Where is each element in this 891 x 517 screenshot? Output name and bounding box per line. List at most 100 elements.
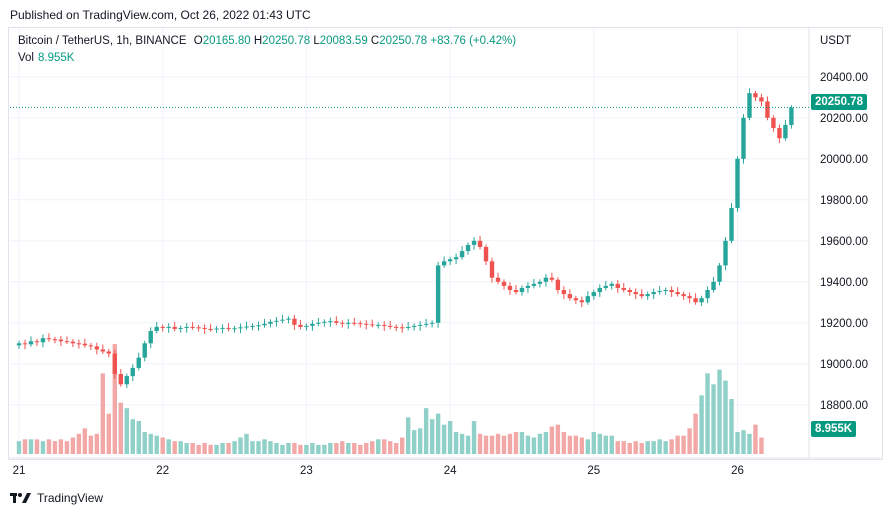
candle-body xyxy=(417,324,423,326)
volume-bar xyxy=(717,369,722,454)
volume-bar xyxy=(358,444,363,454)
volume-bar xyxy=(148,433,153,454)
candle-body xyxy=(555,279,561,290)
candle-body xyxy=(543,277,549,282)
candle-body xyxy=(639,294,644,297)
tradingview-logo-icon xyxy=(10,493,31,503)
volume-bar xyxy=(759,437,764,454)
volume-bar xyxy=(471,421,477,454)
volume-bar xyxy=(585,439,591,454)
volume-bar xyxy=(334,443,339,454)
volume-bar xyxy=(441,424,447,454)
candle-body xyxy=(382,324,387,326)
volume-bar xyxy=(699,395,704,454)
candle-body xyxy=(675,292,680,295)
candle-body xyxy=(208,328,213,330)
candle-body xyxy=(621,287,626,290)
volume-bar xyxy=(687,428,692,454)
candle-body xyxy=(495,277,501,282)
candle-body xyxy=(585,296,591,303)
volume-bar xyxy=(459,433,465,454)
candle-body xyxy=(573,298,579,301)
candle-body xyxy=(70,341,76,344)
volume-bar xyxy=(411,430,417,454)
volume-bar xyxy=(489,435,495,454)
volume-bar xyxy=(370,441,375,454)
volume-bar xyxy=(633,441,638,454)
currency-label: USDT xyxy=(820,35,852,47)
volume-bar xyxy=(274,443,279,454)
published-note: Published on TradingView.com, Oct 26, 20… xyxy=(10,8,311,22)
volume-bar xyxy=(328,443,333,454)
volume-value: 8.955K xyxy=(38,52,75,64)
volume-bar xyxy=(142,432,147,454)
volume-bar xyxy=(118,402,123,454)
volume-bar xyxy=(166,439,171,454)
candle-body xyxy=(52,339,58,341)
candle-body xyxy=(669,290,674,293)
volume-bar xyxy=(495,433,501,454)
candle-body xyxy=(591,292,596,297)
volume-bar xyxy=(543,432,549,454)
volume-bar xyxy=(579,437,585,454)
volume-bar xyxy=(681,435,686,454)
candle-body xyxy=(735,158,740,208)
volume-bar xyxy=(298,444,303,454)
y-tick-label: 19200.00 xyxy=(820,318,868,330)
candle-body xyxy=(352,322,357,324)
candle-body xyxy=(633,292,638,295)
volume-bar xyxy=(190,443,195,454)
volume-key: Vol xyxy=(18,52,34,64)
candle-body xyxy=(741,117,746,159)
candle-body xyxy=(447,259,453,262)
volume-bar xyxy=(208,444,213,454)
candle-body xyxy=(214,328,219,330)
y-tick-label: 19000.00 xyxy=(820,359,868,371)
candle-body xyxy=(370,324,375,326)
volume-bar xyxy=(447,421,453,454)
volume-bar xyxy=(310,443,315,454)
candle-body xyxy=(765,101,770,118)
candle-body xyxy=(58,339,64,342)
volume-bar xyxy=(519,432,525,454)
candle-body xyxy=(64,341,70,343)
volume-bar xyxy=(64,441,70,454)
footer-brand[interactable]: TradingView xyxy=(10,491,103,505)
y-tick-label: 19400.00 xyxy=(820,277,868,289)
y-tick-label: 19600.00 xyxy=(820,236,868,248)
candle-body xyxy=(334,321,339,323)
candle-body xyxy=(627,290,632,293)
candle-body xyxy=(513,290,519,293)
volume-bar xyxy=(525,435,531,454)
x-tick-label: 26 xyxy=(731,465,744,477)
volume-bar xyxy=(573,435,579,454)
candle-body xyxy=(202,327,207,329)
volume-bar xyxy=(483,435,489,454)
candle-body xyxy=(603,285,608,288)
volume-bar xyxy=(723,380,728,454)
volume-bar xyxy=(364,443,369,454)
volume-bar xyxy=(202,443,207,454)
candle-body xyxy=(579,300,585,303)
volume-bar xyxy=(477,433,483,454)
volume-bar xyxy=(537,433,543,454)
candle-body xyxy=(136,357,141,368)
candle-body xyxy=(322,321,327,323)
volume-bar xyxy=(340,441,345,454)
volume-bar xyxy=(280,444,285,454)
volume-bar xyxy=(130,419,135,454)
candle-body xyxy=(507,285,513,290)
volume-bar xyxy=(52,441,58,454)
candle-body xyxy=(154,326,159,331)
volume-bar xyxy=(106,413,112,454)
candle-body xyxy=(340,322,345,324)
volume-bar xyxy=(417,428,423,454)
candle-body xyxy=(711,281,716,290)
volume-bar xyxy=(346,443,351,454)
candle-body xyxy=(16,343,22,346)
candle-body xyxy=(789,107,794,125)
volume-bar xyxy=(735,432,740,454)
volume-bar xyxy=(22,439,28,454)
candle-body xyxy=(501,281,507,286)
